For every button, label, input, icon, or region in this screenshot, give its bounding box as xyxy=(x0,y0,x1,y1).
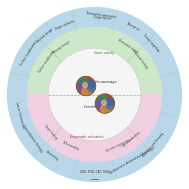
Text: Surface modification: Surface modification xyxy=(37,49,56,73)
Circle shape xyxy=(96,97,104,105)
Wedge shape xyxy=(27,27,162,94)
Text: Structural biology: Structural biology xyxy=(131,49,149,70)
Text: Self-assembly: Self-assembly xyxy=(61,140,80,152)
Circle shape xyxy=(76,76,96,96)
Circle shape xyxy=(79,86,86,94)
Text: Ferritin nanocage: Ferritin nanocage xyxy=(88,80,116,84)
Circle shape xyxy=(104,105,112,112)
Circle shape xyxy=(48,48,141,141)
Circle shape xyxy=(106,102,114,109)
Circle shape xyxy=(95,94,115,113)
Text: AI-assisted design: AI-assisted design xyxy=(117,38,139,55)
Text: OXD, POD, CAT, SOD: OXD, POD, CAT, SOD xyxy=(80,170,109,174)
Text: Surface modification: Surface modification xyxy=(20,40,38,66)
Text: Cargo loading: Cargo loading xyxy=(43,123,58,140)
Wedge shape xyxy=(27,94,162,162)
Text: Absorption: Absorption xyxy=(126,22,141,33)
Circle shape xyxy=(80,77,88,85)
Text: Genetic engineering: Genetic engineering xyxy=(105,138,132,153)
Text: Cancer theranostics: Cancer theranostics xyxy=(14,101,25,128)
Text: Enzymatic activation: Enzymatic activation xyxy=(70,135,104,139)
Text: Antibacterial, Antiviral and Antifungal: Antibacterial, Antiviral and Antifungal xyxy=(109,146,156,175)
Circle shape xyxy=(83,83,88,88)
Text: Biomineralization: Biomineralization xyxy=(121,130,142,148)
Circle shape xyxy=(82,88,89,95)
Text: Rational design: Rational design xyxy=(36,28,55,44)
Circle shape xyxy=(87,79,94,86)
Text: Nanozyme generator: Nanozyme generator xyxy=(86,11,116,19)
Circle shape xyxy=(98,104,105,111)
Circle shape xyxy=(88,82,95,90)
Text: Rational design: Rational design xyxy=(52,40,71,55)
Circle shape xyxy=(101,100,106,105)
Text: Cargo carrier: Cargo carrier xyxy=(93,15,111,21)
Text: Detection and Sensing: Detection and Sensing xyxy=(142,131,165,157)
Circle shape xyxy=(102,95,110,102)
Text: Biosensing: Biosensing xyxy=(44,150,59,162)
Circle shape xyxy=(85,87,93,94)
Text: Target delivery: Target delivery xyxy=(55,19,75,31)
Text: Inner cavity: Inner cavity xyxy=(94,51,114,55)
Circle shape xyxy=(96,101,103,108)
Circle shape xyxy=(105,97,113,104)
Circle shape xyxy=(101,105,108,113)
Circle shape xyxy=(87,84,95,92)
Text: Tumor targeting: Tumor targeting xyxy=(143,34,160,53)
Circle shape xyxy=(88,81,95,88)
Circle shape xyxy=(8,8,181,181)
Circle shape xyxy=(77,80,85,87)
Text: Chemodynamic therapy: Chemodynamic therapy xyxy=(21,124,43,153)
Circle shape xyxy=(77,83,84,91)
Circle shape xyxy=(99,95,107,102)
Circle shape xyxy=(106,98,114,106)
Text: Ferritin nanozyme: Ferritin nanozyme xyxy=(84,105,113,109)
Circle shape xyxy=(107,100,114,107)
Circle shape xyxy=(84,77,91,84)
